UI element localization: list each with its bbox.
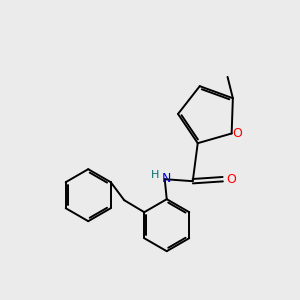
Text: O: O [226,173,236,186]
Text: H: H [151,170,159,180]
Text: O: O [233,127,243,140]
Text: N: N [162,172,171,185]
